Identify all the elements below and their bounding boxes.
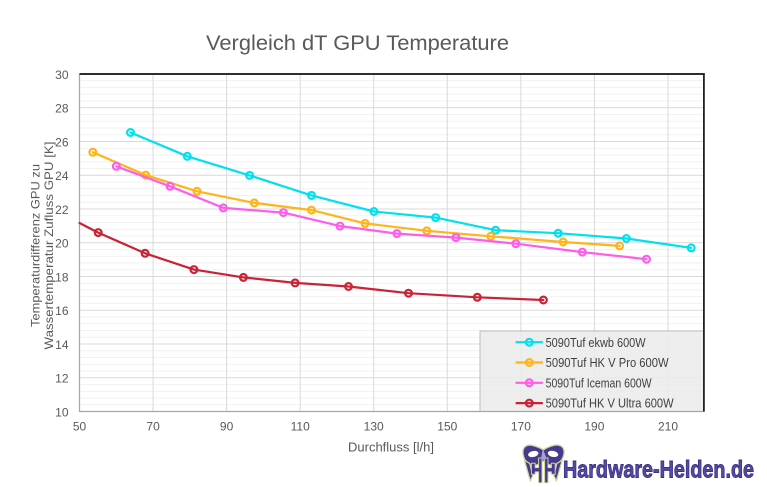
svg-text:Hardware-Helden.de: Hardware-Helden.de — [563, 457, 754, 484]
svg-text:26: 26 — [55, 135, 69, 149]
svg-text:18: 18 — [55, 270, 69, 284]
svg-text:5090Tuf HK V Pro 600W: 5090Tuf HK V Pro 600W — [546, 355, 670, 370]
svg-text:Wassertemperatur Zufluss GPU [: Wassertemperatur Zufluss GPU [K] — [42, 142, 56, 350]
svg-text:20: 20 — [55, 237, 69, 251]
svg-text:90: 90 — [220, 420, 234, 434]
svg-text:5090Tuf Iceman 600W: 5090Tuf Iceman 600W — [546, 375, 653, 390]
svg-text:28: 28 — [55, 102, 69, 116]
svg-text:110: 110 — [291, 420, 310, 434]
svg-text:210: 210 — [658, 420, 678, 434]
svg-text:Temperaturdifferenz GPU zu: Temperaturdifferenz GPU zu — [29, 164, 43, 327]
svg-text:50: 50 — [73, 420, 87, 434]
svg-text:14: 14 — [55, 338, 69, 352]
svg-text:130: 130 — [364, 420, 384, 434]
svg-text:5090Tuf HK V Ultra 600W: 5090Tuf HK V Ultra 600W — [546, 396, 675, 411]
svg-text:10: 10 — [55, 405, 69, 419]
svg-text:12: 12 — [55, 372, 69, 386]
svg-text:16: 16 — [55, 304, 69, 318]
svg-text:170: 170 — [511, 420, 531, 434]
svg-text:Durchfluss [l/h]: Durchfluss [l/h] — [348, 441, 434, 455]
svg-text:150: 150 — [437, 420, 457, 434]
svg-text:Vergleich dT GPU Temperature: Vergleich dT GPU Temperature — [206, 31, 509, 55]
svg-text:24: 24 — [55, 169, 69, 183]
svg-text:30: 30 — [55, 68, 69, 82]
svg-text:22: 22 — [55, 203, 69, 217]
svg-text:70: 70 — [146, 420, 160, 434]
svg-text:190: 190 — [584, 420, 604, 434]
svg-text:5090Tuf ekwb 600W: 5090Tuf ekwb 600W — [546, 335, 647, 350]
